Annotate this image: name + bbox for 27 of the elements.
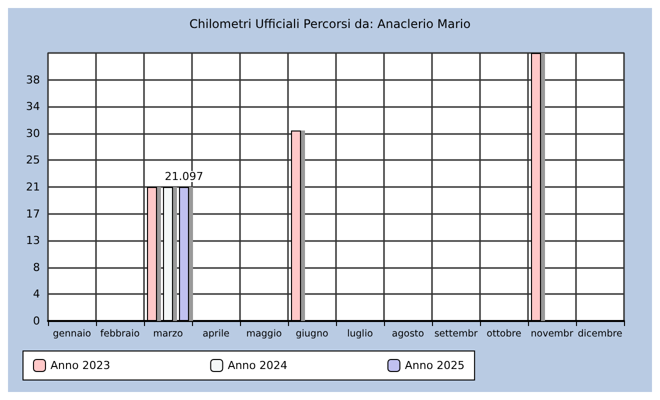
x-tick-label: novembr [530, 328, 574, 340]
y-tick-label: 17 [26, 207, 40, 220]
x-tick-label: maggio [246, 328, 282, 340]
y-tick-label: 8 [33, 260, 40, 274]
chart-title: Chilometri Ufficiali Percorsi da: Anaclerio Mario [189, 17, 471, 31]
y-tick-label: 21 [26, 180, 40, 194]
x-tick-label: giugno [296, 328, 328, 340]
x-tick-label: dicembre [578, 328, 622, 340]
y-tick-label: 4 [33, 288, 40, 301]
x-tick-label: luglio [347, 328, 374, 340]
x-tick-label: febbraio [100, 328, 140, 340]
x-tick-label: ottobre [486, 328, 522, 340]
x-tick-label: marzo [153, 328, 184, 340]
y-tick-label: 25 [26, 154, 40, 167]
x-tick-label: settembr [434, 328, 478, 340]
x-tick-label: agosto [392, 328, 424, 340]
y-tick-label: 0 [33, 314, 40, 328]
legend-label: Anno 2025 [404, 359, 465, 372]
x-tick-label: gennaio [52, 328, 92, 340]
legend-label: Anno 2023 [50, 359, 110, 372]
y-tick-label: 34 [26, 100, 40, 114]
data-label: 21.097 [164, 170, 204, 184]
y-tick-label: 30 [26, 126, 40, 140]
y-tick-label: 38 [26, 73, 40, 86]
legend-label: Anno 2024 [228, 359, 288, 372]
x-tick-label: aprile [202, 328, 230, 340]
y-tick-label: 13 [26, 234, 40, 248]
